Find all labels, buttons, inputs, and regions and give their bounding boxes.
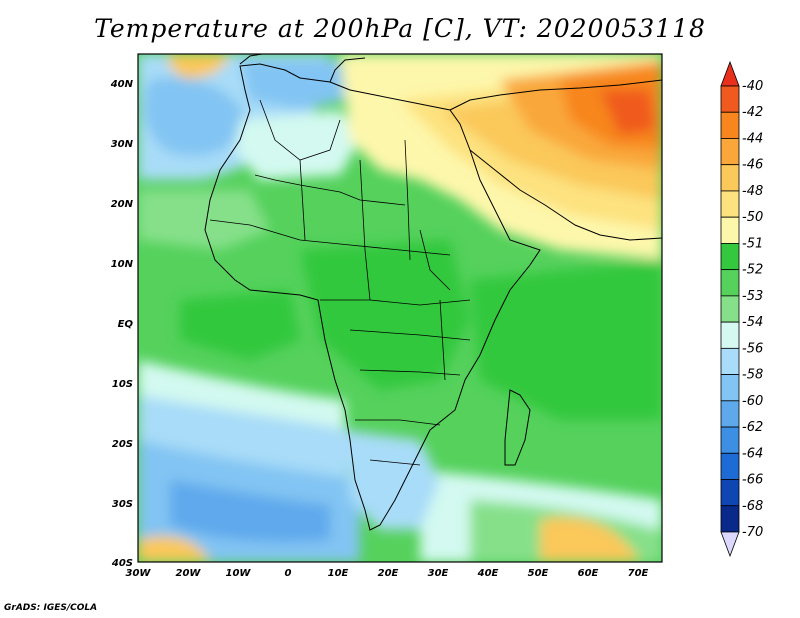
lat-tick-label: 30S: [112, 499, 133, 510]
colorbar-box: [720, 505, 740, 533]
map-title: Temperature at 200hPa [C], VT: 202005311…: [94, 14, 706, 43]
colorbar-level-label: -70: [742, 525, 763, 540]
colorbar-level-label: -56: [742, 341, 763, 356]
lon-tick-label: 20E: [378, 568, 399, 579]
colorbar-level-label: -58: [742, 368, 763, 383]
country-borders: [209, 99, 471, 466]
colorbar-box: [720, 243, 740, 271]
colorbar-level-label: -40: [742, 79, 763, 94]
lat-tick-label: 40S: [111, 558, 133, 569]
colorbar-box: [720, 452, 740, 480]
colorbar-level-label: -51: [742, 236, 763, 251]
lon-tick-label: 30W: [126, 568, 152, 579]
colorbar-box: [720, 85, 740, 113]
temperature-field: [138, 54, 662, 562]
map-frame: [137, 53, 663, 563]
lat-tick-label: 20S: [112, 439, 133, 450]
colorbar-box: [720, 400, 740, 428]
colorbar-level-label: -50: [742, 210, 763, 225]
lat-tick-label: 40N: [110, 79, 134, 90]
colorbar-level-label: -46: [742, 158, 763, 173]
lon-tick-label: 10E: [328, 568, 349, 579]
lat-tick-label: 30N: [111, 139, 134, 150]
colorbar-level-label: -42: [742, 105, 763, 120]
colorbar-box: [720, 321, 740, 349]
lon-tick-label: 40E: [477, 568, 499, 579]
colorbar-level-label: -53: [742, 289, 763, 304]
colorbar-box: [720, 164, 740, 192]
colorbar-level-label: -44: [742, 131, 763, 146]
coastlines: [204, 54, 662, 531]
lat-tick-label: 20N: [111, 199, 134, 210]
credit-text: GrADS: IGES/COLA: [4, 603, 98, 613]
colorbar-level-label: -54: [742, 315, 763, 330]
lon-tick-label: 70E: [628, 568, 649, 579]
colorbar-box: [720, 479, 740, 507]
colorbar-box: [720, 216, 740, 244]
lat-tick-label: 10N: [111, 259, 134, 270]
colorbar-level-label: -68: [742, 499, 763, 514]
lon-tick-label: 0: [285, 568, 292, 579]
colorbar-level-label: -64: [742, 446, 763, 461]
colorbar-level-label: -60: [742, 394, 763, 409]
latitude-labels: 40N 30N 20N 10N EQ 10S 20S 30S 40S: [110, 79, 134, 569]
colorbar-box: [720, 374, 740, 402]
colorbar-box: [720, 111, 740, 139]
colorbar-box: [720, 426, 740, 454]
colorbar-box: [720, 295, 740, 323]
longitude-labels: 30W 20W 10W 0 10E 20E 30E 40E 50E 60E 70…: [126, 568, 649, 579]
lon-tick-label: 30E: [428, 568, 449, 579]
colorbar-box: [720, 269, 740, 297]
lon-tick-label: 20W: [176, 568, 202, 579]
colorbar-level-label: -52: [742, 263, 763, 278]
colorbar-box: [720, 190, 740, 218]
lon-tick-label: 60E: [578, 568, 599, 579]
colorbar-box: [720, 347, 740, 375]
colorbar-box: [720, 138, 740, 166]
colorbar: -40 -42 -44 -46 -48 -50 -51 -52 -53 -54 -56 -58 -60 -…: [720, 60, 763, 558]
colorbar-level-label: -62: [742, 420, 763, 435]
colorbar-level-label: -48: [742, 184, 763, 199]
lat-tick-label: 10S: [112, 379, 133, 390]
colorbar-level-label: -66: [742, 473, 763, 488]
lon-tick-label: 10W: [226, 568, 252, 579]
colorbar-top-arrow: [720, 60, 740, 87]
lat-tick-label: EQ: [118, 319, 134, 330]
lon-tick-label: 50E: [528, 568, 549, 579]
colorbar-bottom-arrow: [720, 531, 740, 558]
